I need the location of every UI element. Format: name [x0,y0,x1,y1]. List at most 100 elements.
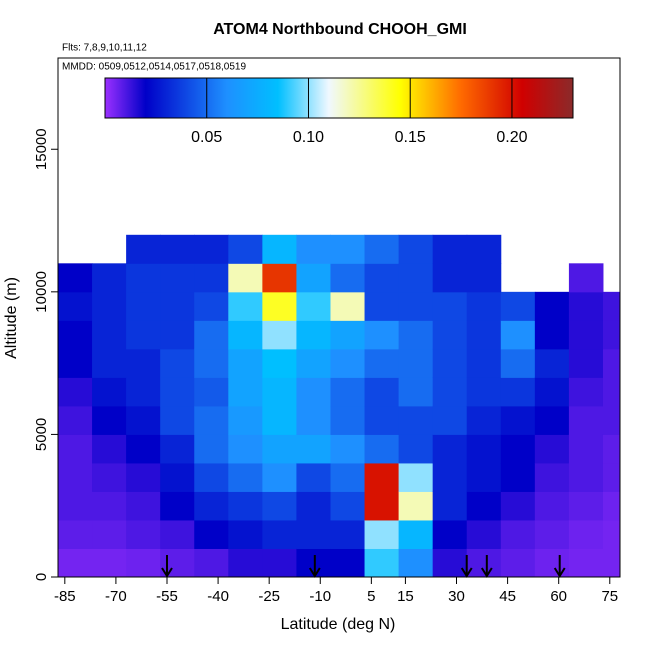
heat-cell [432,462,468,492]
heat-cell [466,405,502,435]
heat-cell [92,405,127,435]
y-axis-label: Altitude (m) [3,277,20,359]
heat-cell [602,434,621,464]
heat-cell [398,263,434,293]
heat-cell [364,320,400,350]
heat-cell [534,434,570,464]
heat-cell [568,519,604,549]
heat-cell [58,263,93,293]
heat-cell [296,434,331,464]
heat-cell [602,548,621,578]
heat-cell [534,519,570,549]
heat-cell [398,348,434,378]
heat-cell [160,291,195,321]
profile-arrow [553,555,566,578]
colorbar-tick-label: 0.10 [293,129,324,146]
profile-arrow [161,555,173,578]
heat-cell [58,462,93,492]
heat-cell [58,519,93,549]
heat-cell [364,291,400,321]
heat-cell [364,405,400,435]
x-tick-label: -70 [105,588,127,605]
heat-cell [568,462,604,492]
heat-cell [330,263,366,293]
heat-cell [398,320,434,350]
heat-cell [330,377,366,407]
heat-cell [228,405,263,435]
heat-cell [432,291,468,321]
heat-cell [500,348,536,378]
heat-cell [228,263,263,293]
heat-cell [568,405,604,435]
y-tick-label: 15000 [33,128,50,170]
heat-cell [262,519,297,549]
heat-cell [602,405,621,435]
heat-cell [602,348,621,378]
heat-cell [602,377,621,407]
heat-cell [126,462,161,492]
heat-cell [228,320,263,350]
heat-cell [126,519,161,549]
heat-cell [262,434,297,464]
heat-cell [330,434,366,464]
y-tick-label: 10000 [33,271,50,313]
x-tick-label: 60 [550,588,567,605]
heat-cell [398,462,434,492]
subtitle: Flts: 7,8,9,10,11,12 [62,43,147,54]
heat-cell [568,548,604,578]
heat-cell [432,519,468,549]
heat-cell [228,377,263,407]
heat-cell [296,320,331,350]
heat-cell [364,519,400,549]
heat-cell [92,348,127,378]
heat-cell [500,519,536,549]
heat-cell [160,519,195,549]
heat-cell [500,377,536,407]
heat-cell [398,434,434,464]
arrow-head [553,567,566,578]
heat-cell [126,234,161,264]
heat-cell [364,263,400,293]
heat-cell [568,263,604,293]
heat-cell [194,291,229,321]
heat-cell [500,320,536,350]
heat-cell [432,320,468,350]
heat-cell [194,491,229,521]
heat-cell [262,405,297,435]
heat-cell [398,234,434,264]
heat-cell [364,234,400,264]
heat-cell [262,291,297,321]
x-tick-label: 45 [499,588,516,605]
heat-cell [432,234,468,264]
heat-cell [160,320,195,350]
heat-cell [432,348,468,378]
heat-cell [466,348,502,378]
x-tick-label: -55 [156,588,178,605]
heat-cell [466,434,502,464]
x-tick-label: -10 [309,588,331,605]
heat-cell [228,491,263,521]
heat-cell [534,405,570,435]
heat-cell [534,548,570,578]
heat-cell [296,377,331,407]
heat-cell [160,263,195,293]
arrow-head [460,567,473,578]
heat-cell [330,548,366,578]
heat-cell [126,491,161,521]
heat-cell [398,405,434,435]
heat-cell [364,434,400,464]
heat-cell [126,434,161,464]
heat-cell [500,291,536,321]
heat-cell [466,462,502,492]
heat-cell [160,462,195,492]
heat-cell [160,491,195,521]
heat-cell [228,548,263,578]
heat-cell [262,462,297,492]
heat-cell [466,491,502,521]
annotation: MMDD: 0509,0512,0514,0517,0518,0519 [62,62,246,73]
heat-cell [262,491,297,521]
heat-cell [194,434,229,464]
heat-cell [364,377,400,407]
colorbar [104,77,574,119]
